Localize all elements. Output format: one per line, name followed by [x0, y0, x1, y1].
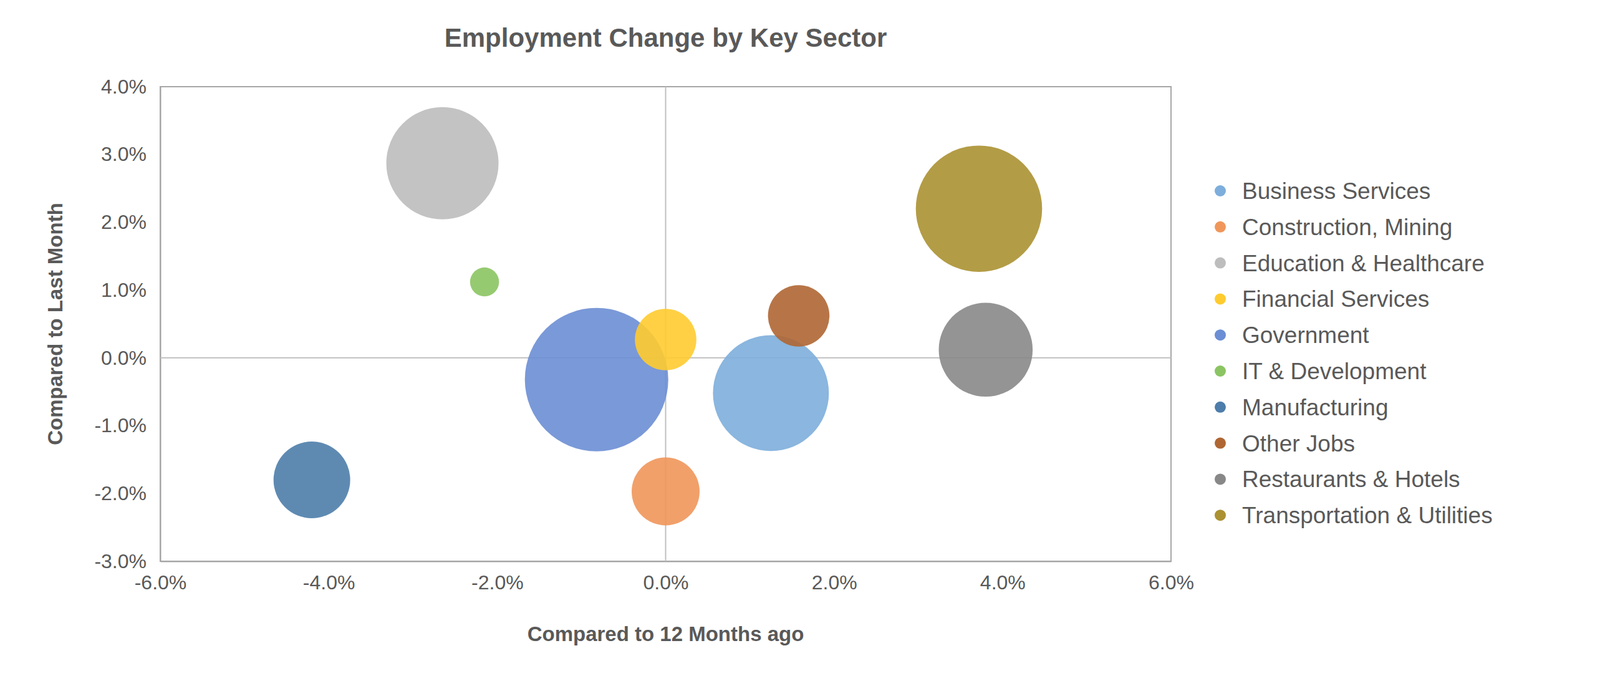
x-tick: -2.0% — [471, 561, 524, 594]
legend-label: Other Jobs — [1242, 430, 1355, 457]
legend-label: Manufacturing — [1242, 394, 1388, 421]
y-tick: -1.0% — [94, 414, 161, 437]
x-tick-label: -2.0% — [471, 571, 524, 594]
legend-marker — [1214, 221, 1226, 233]
x-axis: -6.0% -4.0% -2.0% 0.0% 2.0% 4.0% 6.0% — [134, 561, 1195, 594]
x-tick: 2.0% — [811, 561, 858, 594]
legend: Business Services Construction, Mining Edu… — [1214, 178, 1493, 529]
y-axis: -3.0% -2.0% -1.0% 0.0% 1.0% 2.0% 3.0% 4.0% — [94, 75, 161, 573]
y-tick-label: -1.0% — [94, 414, 147, 437]
bubble — [470, 267, 499, 297]
bubble — [939, 303, 1034, 398]
x-tick-label: 4.0% — [980, 571, 1026, 594]
x-tick-label: 2.0% — [811, 571, 858, 594]
legend-marker — [1214, 329, 1226, 341]
x-tick-label: -6.0% — [134, 571, 188, 594]
legend-marker — [1214, 365, 1226, 377]
y-tick-label: 3.0% — [101, 142, 147, 166]
legend-marker — [1214, 437, 1226, 449]
legend-marker — [1214, 473, 1226, 485]
legend-label: Business Services — [1242, 178, 1431, 204]
y-tick: 0.0% — [101, 346, 161, 370]
y-tick: 3.0% — [101, 142, 161, 166]
legend-label: Transportation & Utilities — [1242, 502, 1493, 529]
y-tick-label: 2.0% — [101, 210, 147, 234]
y-tick: -3.0% — [94, 549, 161, 573]
bubble — [631, 457, 700, 526]
x-tick-label: 0.0% — [643, 571, 690, 594]
y-tick-label: 4.0% — [101, 75, 147, 98]
legend-marker — [1214, 509, 1226, 521]
bubble — [634, 308, 697, 371]
legend-label: IT & Development — [1242, 358, 1427, 385]
chart: Employment Change by Key Sector -6.0% -4.0… — [0, 0, 1600, 676]
bubble — [915, 145, 1043, 272]
y-tick: 4.0% — [101, 75, 161, 98]
x-axis-title: Compared to 12 Months ago — [527, 622, 805, 646]
legend-label: Financial Services — [1242, 286, 1430, 312]
legend-label: Restaurants & Hotels — [1242, 466, 1461, 492]
plot-frame — [160, 86, 1172, 562]
legend-marker — [1214, 185, 1226, 197]
title: Employment Change by Key Sector — [444, 23, 888, 53]
y-tick: -2.0% — [94, 481, 161, 505]
x-tick-label: -4.0% — [303, 571, 356, 594]
x-tick: 0.0% — [643, 561, 690, 594]
x-tick-label: 6.0% — [1148, 571, 1195, 594]
y-axis-line — [160, 87, 162, 562]
bubble — [768, 284, 830, 347]
y-axis-title: Compared to Last Month — [43, 202, 67, 446]
legend-label: Construction, Mining — [1242, 214, 1453, 241]
legend-marker — [1214, 401, 1226, 413]
legend-marker — [1214, 257, 1226, 269]
y-tick-label: 0.0% — [101, 346, 147, 370]
y-tick-label: 1.0% — [101, 278, 147, 302]
x-tick: -4.0% — [303, 561, 356, 594]
legend-marker — [1214, 293, 1226, 305]
y-tick: 1.0% — [101, 278, 161, 302]
y-tick-label: -2.0% — [94, 481, 147, 505]
legend-label: Government — [1242, 322, 1370, 348]
x-tick: 4.0% — [980, 561, 1026, 594]
y-tick: 2.0% — [101, 210, 161, 234]
bubble — [273, 441, 351, 519]
bubbles — [273, 107, 1043, 526]
bubble — [386, 107, 499, 220]
y-tick-label: -3.0% — [94, 549, 147, 573]
legend-label: Education & Healthcare — [1242, 250, 1485, 277]
bubble — [712, 334, 829, 451]
x-tick: 6.0% — [1148, 561, 1195, 594]
